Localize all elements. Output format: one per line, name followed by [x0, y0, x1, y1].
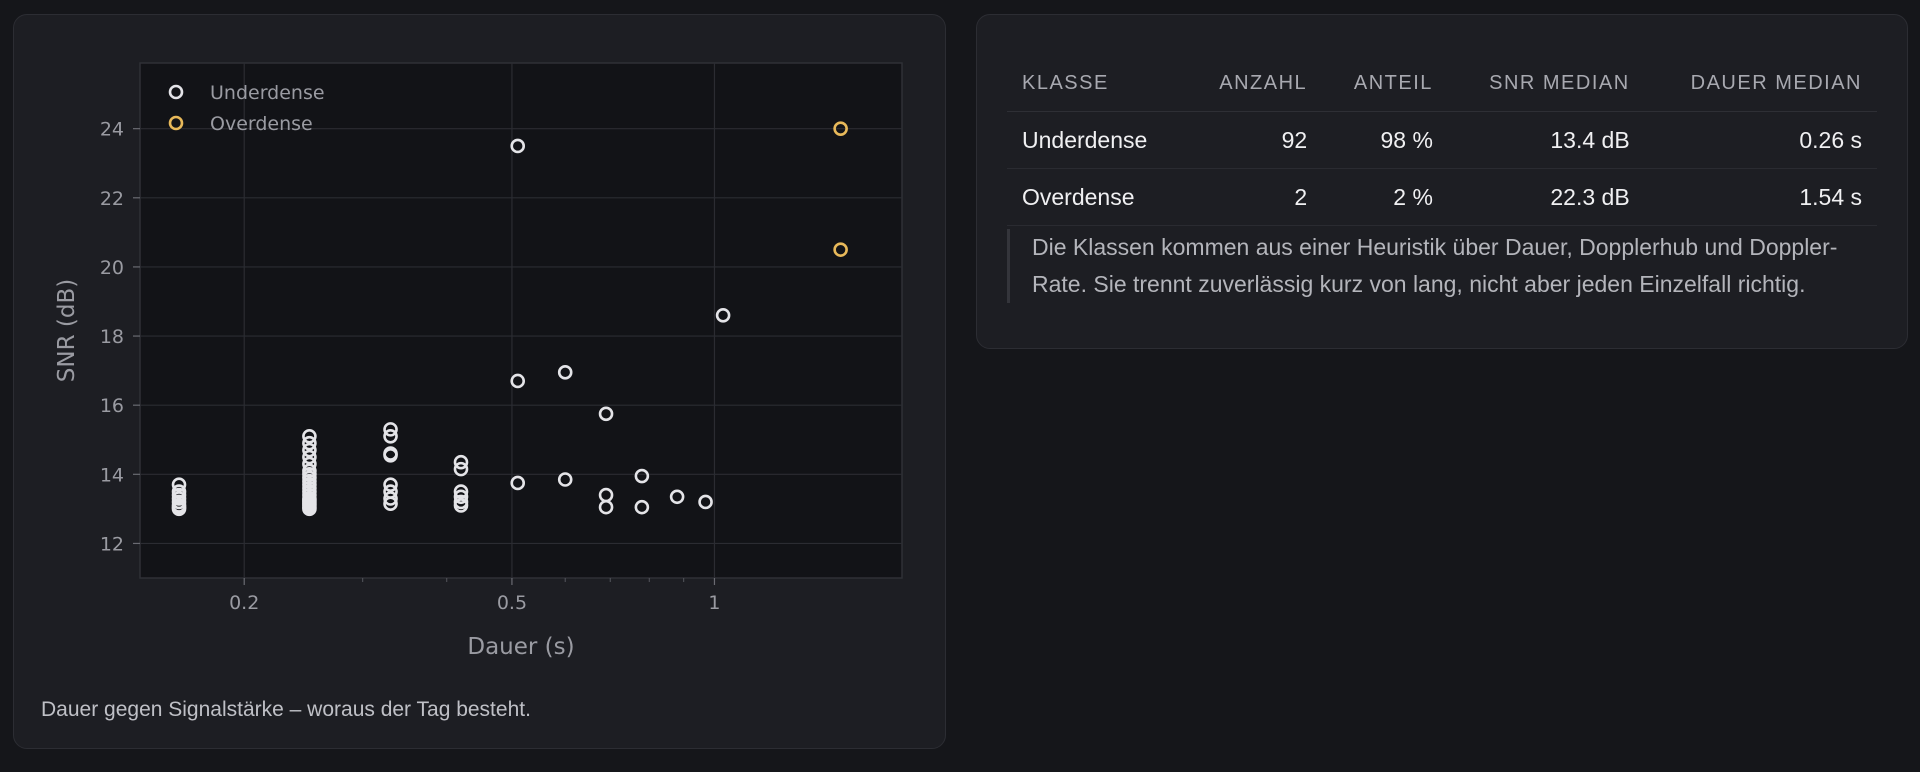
cell-dauer: 0.26 s [1644, 111, 1877, 169]
cell-klasse: Underdense [1007, 111, 1187, 169]
header-anteil: ANTEIL [1322, 55, 1448, 112]
cell-dauer: 1.54 s [1644, 168, 1877, 226]
header-klasse: KLASSE [1007, 55, 1187, 112]
y-tick-label: 24 [100, 119, 124, 141]
y-tick-label: 12 [100, 533, 124, 555]
legend-marker-overdense [168, 115, 184, 131]
data-point-underdense [453, 454, 469, 470]
data-point-underdense [510, 138, 526, 154]
table-header-row: KLASSE ANZAHL ANTEIL SNR MEDIAN DAUER ME… [1007, 55, 1877, 112]
table-row: Underdense 92 98 % 13.4 dB 0.26 s [1007, 111, 1877, 169]
y-tick-label: 16 [100, 395, 124, 417]
classification-note: Die Klassen kommen aus einer Heuristik ü… [1007, 229, 1862, 303]
data-point-underdense [669, 489, 685, 505]
table-row: Overdense 2 2 % 22.3 dB 1.54 s [1007, 168, 1877, 226]
x-tick-label: 1 [708, 592, 720, 614]
data-point-underdense [557, 365, 573, 380]
data-point-underdense [302, 435, 317, 451]
stats-card: KLASSE ANZAHL ANTEIL SNR MEDIAN DAUER ME… [976, 14, 1908, 349]
data-point-underdense [383, 447, 398, 463]
data-point-underdense [453, 461, 469, 477]
data-point-underdense [557, 472, 573, 487]
data-point-underdense [383, 477, 398, 492]
data-point-underdense [383, 491, 398, 506]
y-axis-label: SNR (dB) [54, 279, 80, 382]
class-stats-table: KLASSE ANZAHL ANTEIL SNR MEDIAN DAUER ME… [1007, 55, 1877, 226]
data-point-underdense [171, 477, 187, 492]
cell-klasse: Overdense [1007, 168, 1187, 226]
data-point-underdense [302, 449, 317, 465]
data-point-underdense [634, 499, 650, 515]
data-point-underdense [510, 475, 526, 491]
data-point-underdense [453, 489, 469, 505]
data-point-underdense [453, 498, 469, 513]
cell-anteil: 2 % [1322, 168, 1448, 226]
header-snr-median: SNR MEDIAN [1447, 55, 1645, 112]
data-point-overdense [833, 242, 848, 257]
chart-caption: Dauer gegen Signalstärke – woraus der Ta… [41, 698, 531, 721]
y-tick-label: 22 [100, 188, 124, 210]
scatter-chart: 0.2 0.5 1 12 14 16 18 20 22 24 Dauer (s) SNR (dB) Un… [54, 62, 903, 660]
data-point-underdense [171, 501, 187, 517]
data-point-underdense [302, 456, 317, 472]
y-tick-label: 14 [100, 464, 124, 486]
data-point-underdense [510, 373, 526, 389]
data-point-underdense [634, 468, 650, 484]
legend-marker-underdense [168, 84, 184, 100]
x-tick-label: 0.5 [497, 592, 527, 614]
data-point-underdense [698, 494, 713, 510]
data-point-underdense [453, 484, 469, 499]
plot-area [139, 62, 903, 579]
header-dauer-median: DAUER MEDIAN [1644, 55, 1877, 112]
cell-anzahl: 92 [1186, 111, 1323, 169]
data-point-underdense [715, 308, 731, 323]
y-tick-label: 18 [100, 326, 124, 348]
cell-anteil: 98 % [1322, 111, 1448, 169]
cell-snr: 13.4 dB [1447, 111, 1645, 169]
data-point-underdense [383, 422, 398, 437]
cell-anzahl: 2 [1186, 168, 1323, 226]
data-point-underdense [383, 496, 398, 511]
data-point-underdense [302, 428, 317, 444]
data-point-overdense [833, 121, 848, 136]
data-point-underdense [383, 428, 398, 444]
legend-label-overdense: Overdense [210, 113, 313, 135]
cell-snr: 22.3 dB [1447, 168, 1645, 226]
chart-card: 0.2 0.5 1 12 14 16 18 20 22 24 Dauer (s) SNR (dB) Un… [13, 14, 946, 749]
legend-label-underdense: Underdense [210, 82, 325, 104]
data-point-underdense [302, 442, 317, 458]
data-point-underdense [598, 406, 614, 422]
y-tick-label: 20 [100, 257, 124, 279]
x-axis-label: Dauer (s) [467, 634, 574, 660]
data-point-underdense [598, 499, 614, 515]
data-point-underdense [302, 501, 317, 517]
header-anzahl: ANZAHL [1186, 55, 1323, 112]
x-tick-label: 0.2 [229, 592, 259, 614]
